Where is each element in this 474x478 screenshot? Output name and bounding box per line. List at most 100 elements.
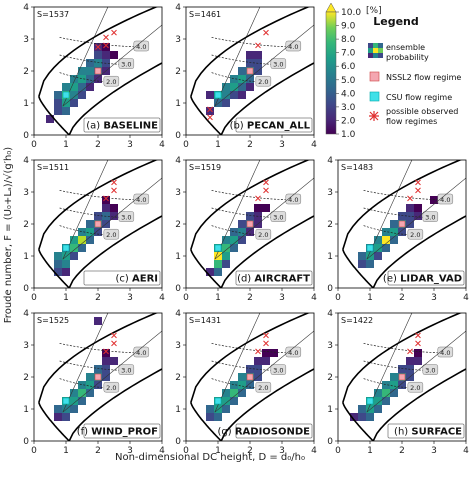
- heatmap-cell: [70, 91, 78, 99]
- x-tick-label: 1: [215, 140, 221, 150]
- y-tick-label: 3: [175, 35, 181, 45]
- contour-label: 2.0: [258, 231, 268, 239]
- regime-envelope-inner: [372, 215, 466, 288]
- y-tick-label: 1: [175, 405, 181, 415]
- heatmap-cell: [374, 405, 382, 413]
- observed-regime-marker: [415, 340, 421, 347]
- colorbar-tick-label: 9.0: [341, 22, 356, 32]
- nssl2-marker: [246, 220, 254, 228]
- x-tick-label: 4: [463, 293, 469, 303]
- heatmap-cell: [54, 91, 62, 99]
- contour-label-box: [255, 228, 272, 240]
- heatmap-cell: [86, 381, 94, 389]
- x-tick-label: 3: [279, 446, 285, 456]
- heatmap-cell: [102, 43, 110, 51]
- heatmap-cell: [110, 357, 118, 365]
- panel-name: WIND_PROF: [91, 427, 158, 438]
- nssl2-square-icon: [369, 71, 380, 82]
- y-tick-label: 3: [175, 341, 181, 351]
- panel-radiosonde: 4.0 3.0 2.0 0 1 2 3 4 0 1 2 3 4 S=1431 (g) RADIOSONDE: [175, 309, 317, 456]
- heatmap-cell: [62, 260, 70, 268]
- y-tick-label: 3: [23, 341, 29, 351]
- regime-boundary-thin: [366, 177, 466, 260]
- heatmap-cell: [414, 204, 422, 212]
- legend-item-observed: possible observed flow regimes: [386, 107, 458, 126]
- heatmap-cell: [238, 91, 246, 99]
- heatmap-cell: [366, 252, 374, 260]
- heatmap-cell: [238, 389, 246, 397]
- regime-envelope-inner: [68, 62, 162, 135]
- heatmap-cell: [382, 236, 390, 244]
- panel-surface: 4.0 3.0 2.0 0 1 2 3 4 0 1 2 3 4 S=1422 (h) SURFACE: [327, 309, 469, 456]
- heatmap-cell: [86, 373, 94, 381]
- heatmap-cell: [70, 397, 78, 405]
- contour-line: [59, 54, 128, 65]
- x-tick-label: 4: [311, 446, 317, 456]
- regime-boundary-thin: [366, 160, 413, 260]
- panel-label: (b) PECAN_ALL: [230, 121, 311, 132]
- heatmap-cell: [94, 381, 102, 389]
- heatmap-cell: [246, 59, 254, 67]
- y-tick-label: 1: [327, 252, 333, 262]
- contour-label-box: [285, 193, 302, 205]
- heatmap-cell: [78, 67, 86, 75]
- contour-line: [59, 37, 143, 48]
- observed-regime-marker: [263, 340, 269, 347]
- heatmap-cell: [406, 357, 414, 365]
- heatmap-cell: [238, 83, 246, 91]
- colorbar-gradient: [325, 11, 337, 135]
- panel-sample-count: S=1525: [37, 316, 69, 325]
- heatmap-cell: [78, 75, 86, 83]
- contour-label: 2.0: [258, 384, 268, 392]
- regime-boundary-thin: [214, 330, 314, 413]
- heatmap-cell: [238, 67, 246, 75]
- x-tick-label: 0: [183, 140, 189, 150]
- nssl2-marker: [94, 220, 102, 228]
- nssl2-marker: [246, 67, 254, 75]
- heatmap-cell: [230, 381, 238, 389]
- heatmap-cell: [414, 357, 422, 365]
- x-tick-label: 1: [63, 140, 69, 150]
- contour-label: 2.0: [258, 78, 268, 86]
- panel-plot-area: 4.0 3.0 2.0: [38, 160, 162, 288]
- heatmap-cell: [358, 413, 366, 421]
- csu-marker: [214, 397, 222, 405]
- heatmap-cell: [270, 349, 278, 357]
- contour-label-box: [118, 364, 135, 375]
- heatmap-cell: [86, 220, 94, 228]
- heatmap-cell: [230, 244, 238, 252]
- heatmap-cell: [382, 244, 390, 252]
- x-tick-label: 2: [399, 446, 405, 456]
- panel-name: BASELINE: [103, 121, 158, 132]
- regime-envelope-upper: [190, 313, 311, 403]
- observed-regime-marker: [407, 195, 413, 202]
- contour-label: 4.0: [288, 196, 298, 204]
- colorbar-tick-label: 1.0: [341, 130, 356, 140]
- regime-boundary-thin: [366, 313, 413, 413]
- legend: Legend ensemble probability NSSL2 flow re…: [368, 15, 461, 126]
- csu-marker: [214, 244, 222, 252]
- heatmap-cell: [94, 212, 102, 220]
- panel-pecan-all: 4.0 3.0 2.0 0 1 2 3 4 0 1 2 3 4 S=1461 (b) PECAN_ALL: [175, 3, 317, 150]
- panel-label-box: [387, 423, 465, 439]
- panel-name: RADIOSONDE: [235, 427, 310, 438]
- legend-title: Legend: [373, 15, 419, 28]
- heatmap-cell: [222, 405, 230, 413]
- heatmap-cell: [110, 51, 118, 59]
- regime-envelope-upper: [38, 7, 159, 97]
- x-tick-label: 1: [215, 446, 221, 456]
- heatmap-cell: [382, 381, 390, 389]
- regime-boundary-thin: [62, 330, 162, 413]
- regime-envelope-upper: [38, 160, 159, 250]
- regime-boundary-thin: [62, 313, 109, 413]
- heatmap-cell: [70, 236, 78, 244]
- contour-label-box: [133, 40, 150, 52]
- panel-label: (a) BASELINE: [86, 121, 158, 132]
- regime-envelope-inner: [220, 368, 314, 441]
- heatmap-cell: [246, 75, 254, 83]
- regime-boundary-thin: [62, 177, 162, 260]
- heatmap-cell: [94, 59, 102, 67]
- heatmap-cell: [70, 252, 78, 260]
- y-tick-label: 4: [23, 3, 29, 13]
- contour-label-box: [133, 193, 150, 205]
